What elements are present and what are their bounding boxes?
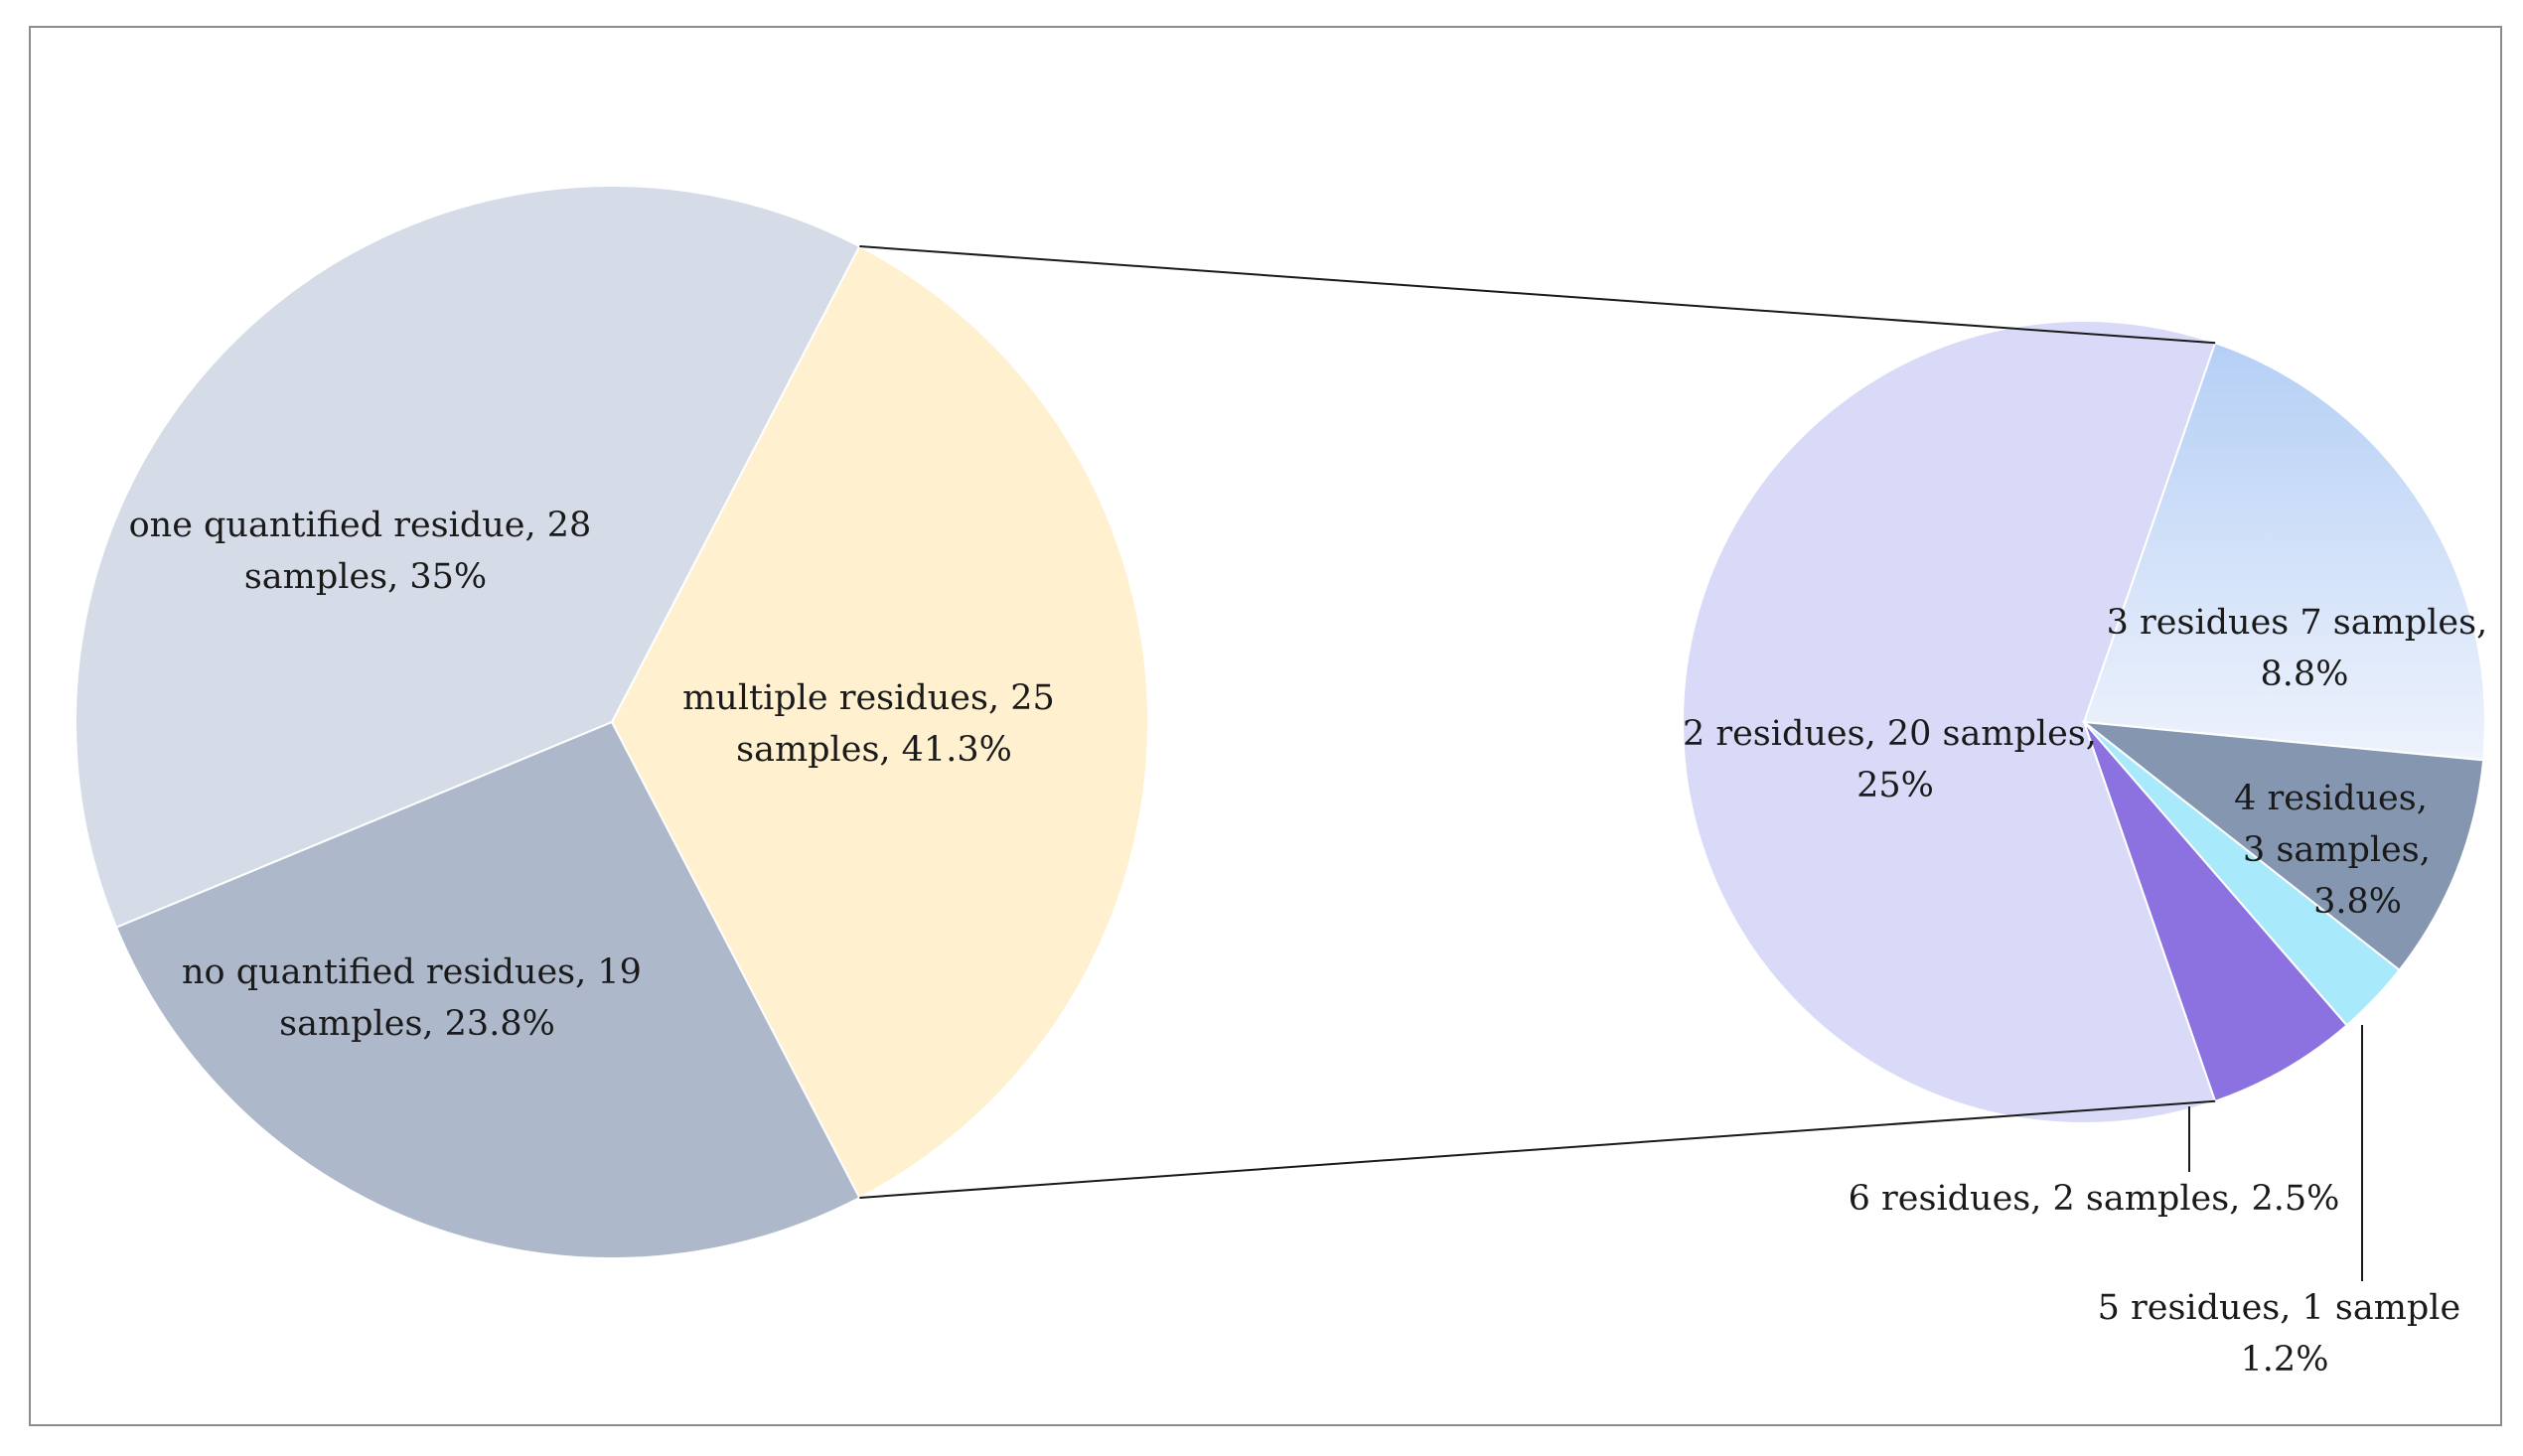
slice-label-line: samples, 41.3% <box>736 730 1012 770</box>
slice-label-line: multiple residues, 25 <box>682 678 1055 718</box>
slice-label-line: no quantified residues, 19 <box>182 952 642 992</box>
slice-label-line: 4 residues, <box>2234 779 2428 818</box>
slice-label-line: 3.8% <box>2313 882 2402 922</box>
slice-label-line: samples, 23.8% <box>279 1004 555 1044</box>
slice-label-line: one quantified residue, 28 <box>129 506 592 545</box>
slice-label-one-quantified-residue: one quantified residue, 28 samples, 35% <box>129 506 603 597</box>
connector-line-top <box>859 245 2216 345</box>
pie-slice-6-residues <box>2083 721 2348 1103</box>
slice-label-line: 3 residues 7 samples, <box>2107 603 2488 643</box>
slice-label-line: samples, 35% <box>244 557 487 597</box>
slice-label-4-residues: 4 residues, 3 samples, 3.8% <box>2234 779 2442 922</box>
slice-label-multiple-residues: multiple residues, 25 samples, 41.3% <box>682 678 1066 770</box>
slice-label-2-residues: 2 residues, 20 samples, 25% <box>1683 714 2108 805</box>
slice-label-line: 25% <box>1856 766 1934 805</box>
slice-label-6-residues: 6 residues, 2 samples, 2.5% <box>1849 1179 2340 1219</box>
slice-label-3-residues: 3 residues 7 samples, 8.8% <box>2107 603 2499 694</box>
connector-line-bottom <box>859 1099 2216 1199</box>
main-pie <box>74 185 1149 1259</box>
pie-slice-multiple-residues <box>610 244 1149 1200</box>
secondary-pie <box>1682 320 2486 1124</box>
pie-slice-one-quantified-residue <box>74 185 861 929</box>
slice-label-line: 6 residues, 2 samples, 2.5% <box>1849 1179 2340 1219</box>
slice-label-line: 8.8% <box>2261 655 2349 694</box>
slice-label-line: 1.2% <box>2241 1340 2329 1380</box>
slice-label-line: 3 samples, <box>2243 830 2431 870</box>
pie-slice-2-residues <box>1682 320 2217 1124</box>
pie-connector-lines <box>859 245 2216 1199</box>
slice-label-5-residues: 5 residues, 1 sample 1.2% <box>2098 1288 2472 1380</box>
slice-label-line: 5 residues, 1 sample <box>2098 1288 2461 1328</box>
pie-slice-4-residues <box>2080 720 2485 972</box>
pie-slice-no-quantified-residues <box>114 720 861 1259</box>
pie-slice-3-residues-7-samples <box>2082 341 2486 762</box>
slice-label-line: 2 residues, 20 samples, <box>1683 714 2097 754</box>
slice-label-no-quantified-residues: no quantified residues, 19 samples, 23.8… <box>182 952 653 1044</box>
